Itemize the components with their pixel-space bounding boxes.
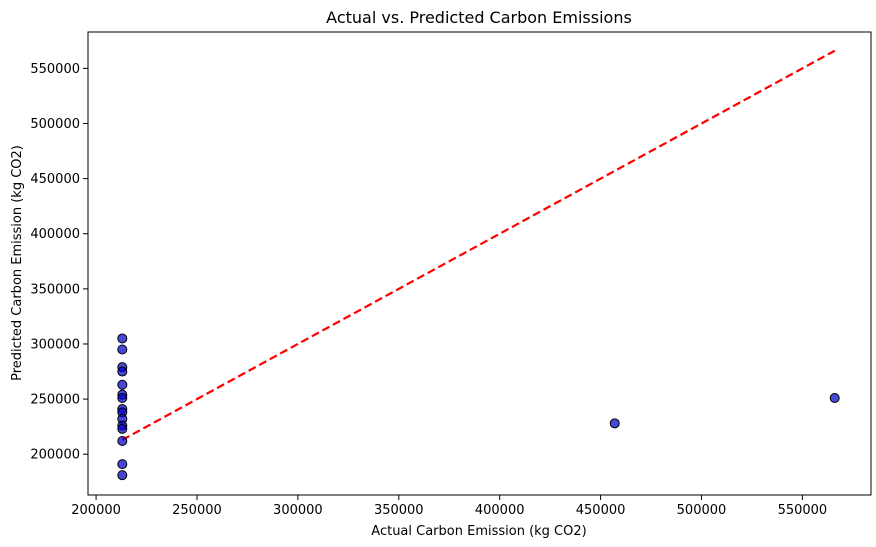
x-tick-label: 250000 (172, 503, 222, 518)
x-tick-label: 300000 (273, 503, 323, 518)
y-tick-label: 400000 (30, 227, 80, 242)
data-point (117, 459, 128, 470)
y-tick-label: 300000 (30, 337, 80, 352)
y-tick-label: 200000 (30, 448, 80, 463)
ideal-fit-line (121, 49, 836, 441)
data-point (117, 366, 128, 377)
x-tick-label: 400000 (475, 503, 525, 518)
data-point (117, 470, 128, 481)
reference-line-layer (121, 49, 836, 441)
x-tick-label: 450000 (576, 503, 626, 518)
x-axis-label: Actual Carbon Emission (kg CO2) (371, 524, 586, 539)
data-point (117, 435, 128, 446)
y-tick-label: 450000 (30, 172, 80, 187)
data-point (609, 418, 620, 429)
data-point (117, 379, 128, 390)
y-tick-label: 250000 (30, 393, 80, 408)
x-tick-label: 350000 (374, 503, 424, 518)
y-tick-label: 500000 (30, 117, 80, 132)
y-axis-ticks: 200000 250000 300000 350000 400000 450000 5000… (30, 62, 88, 463)
x-axis-ticks: 200000 250000 300000 350000 400000 450000 5000… (71, 495, 827, 518)
plot-frame (87, 31, 872, 496)
data-point (117, 392, 128, 403)
x-tick-label: 500000 (677, 503, 727, 518)
data-point (117, 333, 128, 344)
data-point (117, 423, 128, 434)
x-tick-label: 200000 (71, 503, 121, 518)
chart-title: Actual vs. Predicted Carbon Emissions (326, 8, 632, 27)
y-tick-label: 550000 (30, 62, 80, 77)
y-tick-label: 350000 (30, 282, 80, 297)
data-point (829, 392, 840, 403)
y-axis-label: Predicted Carbon Emission (kg CO2) (10, 145, 25, 381)
data-points-layer (117, 333, 840, 481)
x-tick-label: 550000 (778, 503, 828, 518)
data-point (117, 344, 128, 355)
